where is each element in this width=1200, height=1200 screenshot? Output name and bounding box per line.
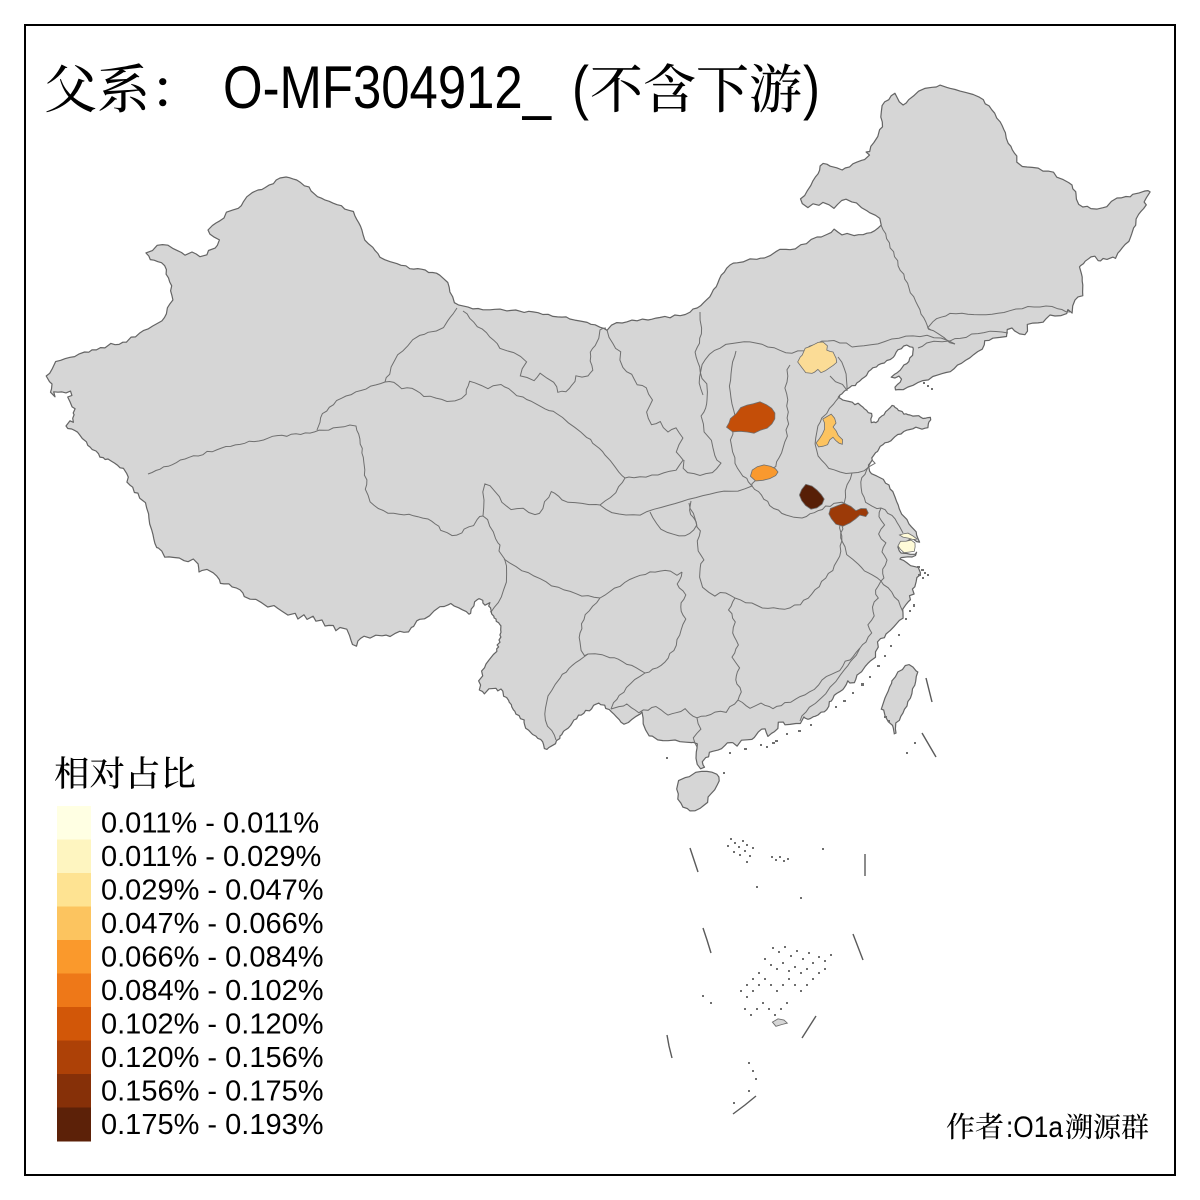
svg-text:0.047% - 0.066%: 0.047% - 0.066% [101, 908, 323, 940]
svg-text:0.102% - 0.120%: 0.102% - 0.120% [101, 1009, 323, 1041]
svg-text:0.011% - 0.029%: 0.011% - 0.029% [101, 841, 321, 873]
svg-text:0.120% - 0.156%: 0.120% - 0.156% [101, 1042, 323, 1074]
svg-text:(: ( [572, 54, 589, 121]
svg-text:): ) [803, 54, 820, 121]
svg-text:0.011% - 0.011%: 0.011% - 0.011% [101, 808, 319, 840]
svg-text:O-MF304912_: O-MF304912_ [223, 54, 552, 121]
svg-text:0.156% - 0.175%: 0.156% - 0.175% [101, 1076, 323, 1108]
svg-text:0.066% - 0.084%: 0.066% - 0.084% [101, 942, 323, 974]
svg-text::O1a: :O1a [1006, 1111, 1063, 1144]
svg-text:0.084% - 0.102%: 0.084% - 0.102% [101, 975, 323, 1007]
svg-text:0.029% - 0.047%: 0.029% - 0.047% [101, 875, 323, 907]
svg-text:0.175% - 0.193%: 0.175% - 0.193% [101, 1109, 323, 1141]
